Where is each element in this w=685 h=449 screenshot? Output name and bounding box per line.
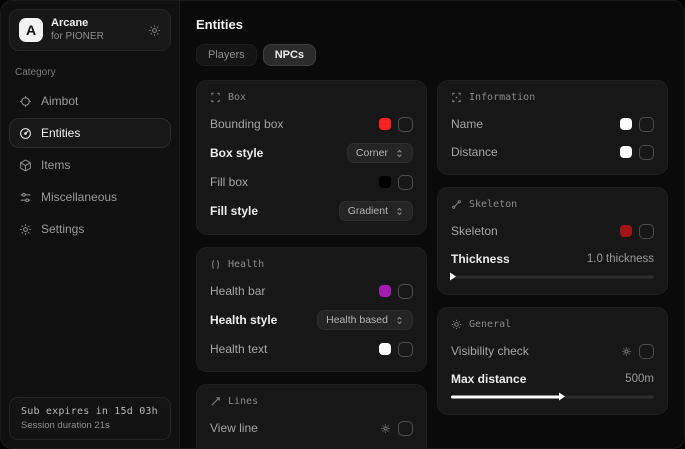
- max-distance-slider-fill: [451, 395, 563, 398]
- thickness-value: 1.0 thickness: [586, 253, 654, 265]
- sidebar-item-label: Miscellaneous: [41, 190, 118, 205]
- sidebar-item-miscellaneous[interactable]: Miscellaneous: [9, 182, 171, 212]
- category-label: Category: [15, 67, 56, 79]
- fill-box-color-swatch[interactable]: [379, 176, 391, 188]
- distance-row: Distance: [451, 143, 654, 161]
- lines-section: Lines View line Line to enemy: [196, 384, 427, 448]
- section-title: General: [469, 319, 512, 330]
- name-checkbox[interactable]: [639, 116, 654, 132]
- sliders-icon: [19, 191, 32, 204]
- tab-players[interactable]: Players: [196, 44, 257, 66]
- name-row: Name: [451, 115, 654, 133]
- diagonal-line-icon: [210, 396, 221, 407]
- section-title: Box: [228, 92, 247, 103]
- skeleton-color-swatch[interactable]: [620, 225, 632, 237]
- visibility-check-row: Visibility check: [451, 342, 654, 360]
- session-duration-text: Session duration 21s: [21, 420, 110, 431]
- unfold-icon: [395, 207, 404, 216]
- sub-expires-text: Sub expires in 15d 03h: [21, 406, 158, 417]
- section-title: Lines: [228, 396, 259, 407]
- account-settings-icon[interactable]: [148, 24, 161, 37]
- line-to-enemy-row: Line to enemy: [210, 447, 413, 448]
- main-panel: Entities Players NPCs Box Bounding box: [180, 1, 684, 448]
- health-bar-color-swatch[interactable]: [379, 285, 391, 297]
- health-bar-row: Health bar: [210, 282, 413, 300]
- skeleton-checkbox[interactable]: [639, 223, 654, 239]
- health-text-row: Health text: [210, 340, 413, 358]
- brand-card: A Arcane for PIONER: [9, 9, 171, 52]
- app-logo: A: [19, 18, 43, 43]
- sidebar: A Arcane for PIONER Category Aimbot: [1, 1, 180, 448]
- health-section: Health Health bar Health style Health ba…: [196, 247, 427, 372]
- view-line-settings-icon[interactable]: [380, 423, 391, 434]
- bone-icon: [451, 199, 462, 210]
- unfold-icon: [395, 316, 404, 325]
- gear-icon: [19, 223, 32, 236]
- crosshair-icon: [19, 95, 32, 108]
- sidebar-nav: Aimbot Entities Items Miscellaneous: [9, 86, 171, 244]
- sidebar-item-label: Entities: [41, 126, 81, 141]
- scan-brackets-icon: [210, 92, 221, 103]
- app-subtitle: for PIONER: [51, 30, 104, 42]
- health-brackets-icon: [210, 259, 221, 270]
- health-bar-checkbox[interactable]: [398, 283, 413, 299]
- thickness-row: Thickness 1.0 thickness: [451, 252, 654, 266]
- name-color-swatch[interactable]: [620, 118, 632, 130]
- general-section: General Visibility check Max distance: [437, 307, 668, 415]
- max-distance-value: 500m: [625, 373, 654, 385]
- skeleton-row: Skeleton: [451, 222, 654, 240]
- sidebar-item-aimbot[interactable]: Aimbot: [9, 86, 171, 116]
- section-title: Health: [228, 259, 265, 270]
- visibility-check-checkbox[interactable]: [639, 343, 654, 359]
- info-scan-icon: [451, 92, 462, 103]
- sidebar-item-settings[interactable]: Settings: [9, 214, 171, 244]
- bounding-box-color-swatch[interactable]: [379, 118, 391, 130]
- health-text-checkbox[interactable]: [398, 341, 413, 357]
- distance-checkbox[interactable]: [639, 144, 654, 160]
- visibility-check-settings-icon[interactable]: [621, 346, 632, 357]
- fill-box-row: Fill box: [210, 173, 413, 191]
- bounding-box-checkbox[interactable]: [398, 116, 413, 132]
- health-style-select[interactable]: Health based: [317, 310, 413, 330]
- bounding-box-row: Bounding box: [210, 115, 413, 133]
- page-title: Entities: [196, 17, 243, 32]
- fill-style-select[interactable]: Gradient: [338, 201, 413, 221]
- section-title: Information: [469, 92, 536, 103]
- max-distance-row: Max distance 500m: [451, 372, 654, 386]
- section-title: Skeleton: [469, 199, 518, 210]
- fill-style-row: Fill style Gradient: [210, 201, 413, 221]
- max-distance-slider[interactable]: [451, 392, 654, 401]
- cube-icon: [19, 159, 32, 172]
- tab-npcs[interactable]: NPCs: [262, 44, 317, 66]
- information-section: Information Name Distance: [437, 80, 668, 175]
- app-name: Arcane: [51, 17, 89, 29]
- health-style-row: Health style Health based: [210, 310, 413, 330]
- subscription-card: Sub expires in 15d 03h Session duration …: [9, 397, 171, 440]
- health-text-color-swatch[interactable]: [379, 343, 391, 355]
- thickness-slider[interactable]: [451, 272, 654, 281]
- sidebar-item-entities[interactable]: Entities: [9, 118, 171, 149]
- view-line-row: View line: [210, 419, 413, 437]
- view-line-checkbox[interactable]: [398, 420, 413, 436]
- fill-box-checkbox[interactable]: [398, 174, 413, 190]
- tab-bar: Players NPCs: [196, 44, 668, 66]
- sun-icon: [451, 319, 462, 330]
- box-style-select[interactable]: Corner: [346, 143, 413, 163]
- thickness-slider-fill: [451, 275, 455, 278]
- sidebar-item-label: Settings: [41, 222, 85, 237]
- unfold-icon: [395, 149, 404, 158]
- sidebar-item-label: Items: [41, 158, 71, 173]
- entities-icon: [19, 127, 32, 140]
- distance-color-swatch[interactable]: [620, 146, 632, 158]
- sidebar-item-label: Aimbot: [41, 94, 79, 109]
- sidebar-item-items[interactable]: Items: [9, 150, 171, 180]
- skeleton-section: Skeleton Skeleton Thickness 1.0 thicknes…: [437, 187, 668, 295]
- box-section: Box Bounding box Box style Corner: [196, 80, 427, 235]
- box-style-row: Box style Corner: [210, 143, 413, 163]
